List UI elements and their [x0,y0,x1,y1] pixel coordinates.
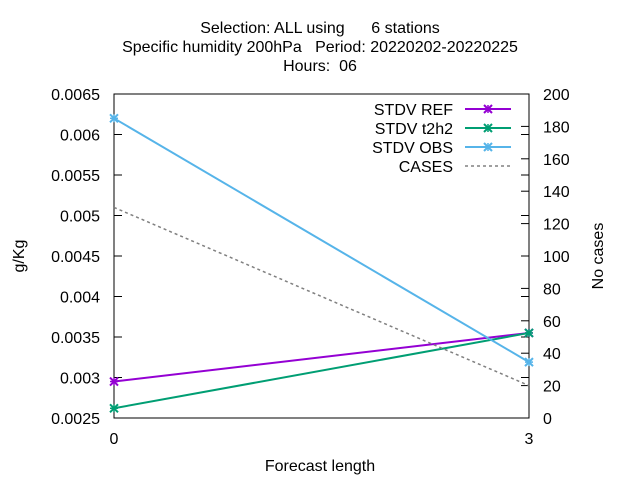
y-tick-label: 0.003 [60,371,100,388]
chart-title-line-3: Hours: 06 [283,58,357,75]
series-line-cases [113,206,530,387]
legend-label-stdv-ref: STDV REF [374,102,453,119]
legend-label-stdv-obs: STDV OBS [372,140,453,157]
legend-marker-stdv-t2h2 [483,123,493,133]
data-point-stdv-t2h2 [109,403,119,413]
legend-marker-stdv-obs [483,142,493,152]
y2-tick-label: 120 [543,217,570,234]
x-tick-label: 0 [110,431,119,448]
y2-tick-label: 140 [543,184,570,201]
y2-tick-label: 80 [543,281,561,298]
series-line-stdv-ref [113,331,530,383]
y-tick-label: 0.0055 [51,168,100,185]
x-tick-label: 3 [525,431,534,448]
y-axis-label: g/Kg [11,240,28,273]
y-tick-label: 0.005 [60,209,100,226]
y2-tick-label: 60 [543,314,561,331]
y2-axis-ticks: 0 20 40 60 80 100 120 140 160 180 200 [521,87,570,428]
y2-tick-label: 40 [543,346,561,363]
legend-marker-stdv-ref [483,104,493,114]
legend-label-cases: CASES [399,159,453,176]
y-tick-label: 0.004 [60,290,100,307]
y-tick-label: 0.006 [60,128,100,145]
series-line-stdv-t2h2 [113,331,530,410]
data-point-stdv-obs [524,357,534,367]
data-point-stdv-t2h2 [524,328,534,338]
chart-title-line-1: Selection: ALL using 6 stations [200,20,440,37]
data-point-stdv-obs [109,113,119,124]
y2-tick-label: 20 [543,379,561,396]
y-tick-label: 0.0035 [51,330,100,347]
series-line-stdv-obs [113,117,530,363]
data-point-stdv-ref [109,376,119,387]
y2-tick-label: 0 [543,411,552,428]
y2-tick-label: 180 [543,119,570,136]
y2-axis-label: No cases [590,223,607,290]
plot-frame [113,93,530,419]
y-tick-label: 0.0065 [51,87,100,104]
y2-tick-label: 200 [543,87,570,104]
y-tick-label: 0.0025 [51,411,100,428]
y2-tick-label: 100 [543,249,570,266]
y-axis-ticks: 0.0025 0.003 0.0035 0.004 0.0045 0.005 0.0055 0… [51,87,529,428]
x-axis-label: Forecast length [265,458,375,475]
chart-title-line-2: Specific humidity 200hPa Period: 2022020… [122,39,518,56]
y2-tick-label: 160 [543,152,570,169]
y-tick-label: 0.0045 [51,249,100,266]
series-layer [109,113,534,413]
legend-label-stdv-t2h2: STDV t2h2 [375,121,453,138]
legend: STDV REF STDV t2h2 STDV OBS CASES [372,102,511,176]
